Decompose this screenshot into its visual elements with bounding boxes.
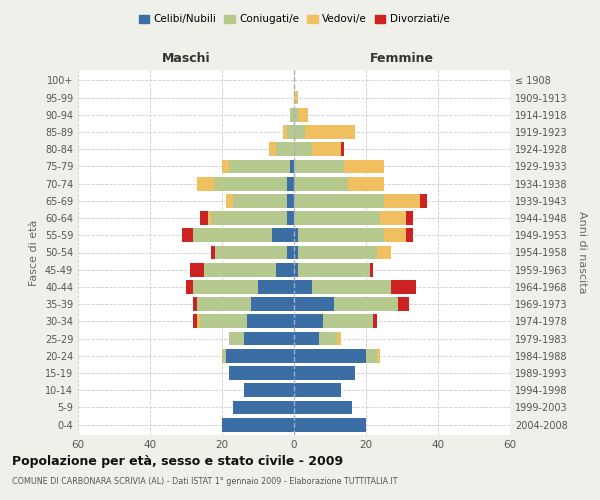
Bar — [222, 349, 226, 362]
Bar — [247, 314, 294, 328]
Bar — [294, 228, 298, 242]
Legend: Celibi/Nubili, Coniugati/e, Vedovi/e, Divorziati/e: Celibi/Nubili, Coniugati/e, Vedovi/e, Di… — [134, 10, 454, 29]
Bar — [319, 332, 337, 345]
Bar — [229, 332, 244, 345]
Bar — [384, 228, 406, 242]
Bar — [208, 211, 211, 225]
Bar — [420, 194, 427, 207]
Bar — [294, 194, 384, 207]
Bar — [334, 298, 398, 311]
Bar — [222, 418, 294, 432]
Bar — [269, 142, 276, 156]
Bar — [294, 332, 319, 345]
Bar — [341, 142, 344, 156]
Bar — [287, 176, 294, 190]
Bar — [384, 194, 420, 207]
Bar — [337, 332, 341, 345]
Bar — [294, 384, 341, 397]
Bar — [298, 246, 377, 260]
Bar — [294, 90, 298, 104]
Bar — [272, 228, 294, 242]
Bar — [200, 314, 247, 328]
Bar — [200, 211, 208, 225]
Bar — [370, 263, 373, 276]
Bar — [298, 108, 308, 122]
Bar — [294, 349, 366, 362]
Bar — [222, 160, 229, 173]
Bar — [193, 228, 272, 242]
Bar — [258, 280, 294, 294]
Bar — [366, 349, 377, 362]
Bar — [373, 314, 377, 328]
Bar — [294, 400, 352, 414]
Bar — [294, 280, 312, 294]
Bar — [398, 298, 409, 311]
Bar — [211, 246, 215, 260]
Y-axis label: Anni di nascita: Anni di nascita — [577, 211, 587, 294]
Bar — [233, 400, 294, 414]
Bar — [193, 280, 258, 294]
Text: Popolazione per età, sesso e stato civile - 2009: Popolazione per età, sesso e stato civil… — [12, 455, 343, 468]
Bar — [294, 418, 366, 432]
Bar — [312, 142, 341, 156]
Bar — [193, 314, 197, 328]
Bar — [406, 228, 413, 242]
Text: Maschi: Maschi — [161, 52, 211, 65]
Bar — [294, 366, 355, 380]
Bar — [294, 314, 323, 328]
Bar — [380, 211, 406, 225]
Bar — [197, 298, 251, 311]
Bar — [197, 176, 215, 190]
Bar — [305, 125, 355, 139]
Bar — [215, 176, 287, 190]
Bar — [294, 263, 298, 276]
Bar — [323, 314, 373, 328]
Bar — [290, 160, 294, 173]
Text: Femmine: Femmine — [370, 52, 434, 65]
Bar — [377, 246, 391, 260]
Bar — [197, 314, 200, 328]
Y-axis label: Fasce di età: Fasce di età — [29, 220, 39, 286]
Bar — [391, 280, 416, 294]
Bar — [215, 246, 287, 260]
Bar — [298, 228, 384, 242]
Bar — [226, 349, 294, 362]
Bar — [244, 332, 294, 345]
Bar — [294, 108, 298, 122]
Bar — [294, 125, 305, 139]
Bar — [406, 211, 413, 225]
Bar — [287, 125, 294, 139]
Bar — [344, 160, 384, 173]
Bar — [348, 176, 384, 190]
Bar — [186, 280, 193, 294]
Bar — [211, 211, 287, 225]
Bar — [312, 280, 391, 294]
Bar — [294, 142, 312, 156]
Bar — [251, 298, 294, 311]
Bar — [298, 263, 370, 276]
Bar — [193, 298, 197, 311]
Bar — [244, 384, 294, 397]
Bar — [294, 298, 334, 311]
Bar — [204, 263, 276, 276]
Bar — [294, 160, 344, 173]
Bar — [377, 349, 380, 362]
Bar — [190, 263, 204, 276]
Bar — [283, 125, 287, 139]
Bar — [290, 108, 294, 122]
Bar — [294, 211, 380, 225]
Bar — [226, 194, 233, 207]
Bar — [287, 211, 294, 225]
Bar — [233, 194, 287, 207]
Bar — [276, 142, 294, 156]
Bar — [182, 228, 193, 242]
Bar — [294, 246, 298, 260]
Bar — [287, 194, 294, 207]
Text: COMUNE DI CARBONARA SCRIVIA (AL) - Dati ISTAT 1° gennaio 2009 - Elaborazione TUT: COMUNE DI CARBONARA SCRIVIA (AL) - Dati … — [12, 478, 398, 486]
Bar — [294, 176, 348, 190]
Bar — [287, 246, 294, 260]
Bar — [229, 160, 290, 173]
Bar — [229, 366, 294, 380]
Bar — [276, 263, 294, 276]
